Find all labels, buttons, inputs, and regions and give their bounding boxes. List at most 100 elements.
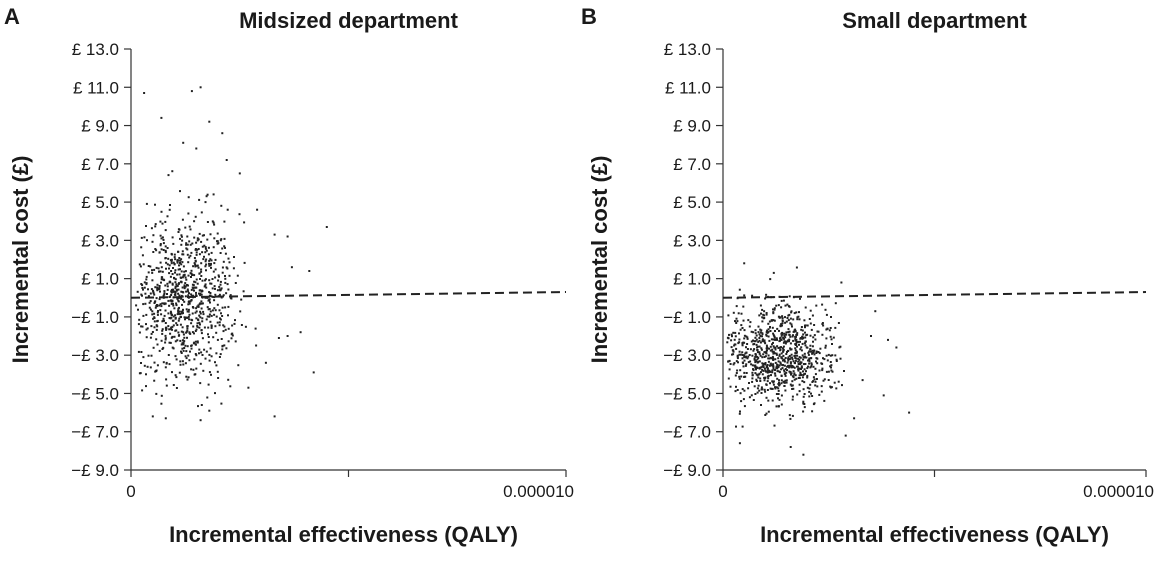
data-point bbox=[162, 317, 165, 320]
data-point bbox=[147, 354, 150, 357]
data-point bbox=[760, 348, 763, 351]
data-point bbox=[800, 349, 803, 352]
data-point bbox=[201, 337, 204, 340]
data-point bbox=[809, 334, 812, 337]
data-point bbox=[784, 316, 786, 319]
data-point bbox=[173, 277, 176, 280]
data-point bbox=[161, 328, 164, 331]
data-point bbox=[812, 376, 815, 379]
data-point bbox=[185, 278, 188, 281]
data-point bbox=[791, 358, 794, 361]
data-point bbox=[787, 328, 790, 331]
data-point bbox=[188, 302, 191, 305]
data-point bbox=[145, 323, 147, 326]
data-point bbox=[757, 325, 760, 328]
data-point bbox=[792, 387, 795, 390]
data-point bbox=[750, 330, 753, 333]
data-point bbox=[183, 336, 186, 339]
data-point bbox=[190, 299, 193, 302]
data-point bbox=[790, 372, 793, 375]
data-point bbox=[192, 368, 195, 371]
data-point bbox=[761, 356, 764, 359]
data-point bbox=[743, 294, 746, 297]
data-point bbox=[193, 274, 196, 277]
data-point bbox=[738, 338, 741, 341]
data-point bbox=[195, 317, 198, 320]
data-point bbox=[182, 333, 185, 336]
data-point bbox=[224, 246, 226, 249]
data-point bbox=[218, 309, 221, 312]
y-axis-title: Incremental cost (£) bbox=[587, 156, 612, 364]
data-point bbox=[185, 357, 188, 360]
data-point bbox=[180, 294, 183, 297]
data-point bbox=[761, 362, 764, 365]
data-point bbox=[754, 340, 757, 343]
data-point bbox=[799, 348, 802, 351]
data-point bbox=[802, 388, 805, 391]
data-point bbox=[785, 379, 788, 382]
data-point bbox=[861, 379, 864, 382]
data-point bbox=[188, 256, 191, 259]
data-point bbox=[164, 251, 167, 254]
data-point bbox=[787, 319, 790, 322]
data-point bbox=[147, 265, 150, 267]
data-point bbox=[277, 337, 280, 339]
data-point bbox=[164, 229, 167, 232]
data-point bbox=[829, 327, 832, 329]
data-point bbox=[198, 321, 201, 324]
data-point bbox=[756, 358, 759, 361]
data-point bbox=[180, 263, 183, 266]
data-point bbox=[746, 348, 749, 350]
data-point bbox=[784, 342, 787, 345]
data-point bbox=[191, 331, 194, 334]
data-point bbox=[154, 306, 157, 309]
data-point bbox=[779, 324, 782, 327]
data-point bbox=[175, 358, 178, 361]
data-point bbox=[843, 370, 845, 372]
data-point bbox=[163, 292, 166, 295]
data-point bbox=[799, 361, 802, 364]
data-point bbox=[231, 324, 234, 327]
data-point bbox=[840, 281, 843, 284]
data-point bbox=[165, 361, 168, 364]
data-point bbox=[181, 360, 184, 363]
data-point bbox=[193, 289, 195, 292]
data-point bbox=[173, 307, 176, 310]
data-point bbox=[800, 368, 802, 370]
data-point bbox=[778, 354, 781, 357]
data-point bbox=[730, 333, 733, 336]
data-point bbox=[808, 357, 811, 360]
data-point bbox=[205, 269, 207, 272]
data-point bbox=[209, 258, 212, 261]
data-point bbox=[736, 355, 739, 358]
data-point bbox=[167, 257, 170, 260]
data-point bbox=[747, 387, 750, 390]
data-point bbox=[177, 268, 180, 271]
data-point bbox=[759, 328, 762, 331]
data-point bbox=[162, 238, 165, 241]
data-point bbox=[170, 302, 173, 305]
data-point bbox=[789, 362, 792, 365]
data-point bbox=[155, 338, 158, 341]
data-point bbox=[195, 278, 198, 281]
data-point bbox=[171, 299, 174, 302]
data-point bbox=[803, 342, 806, 345]
data-point bbox=[204, 357, 207, 360]
data-point bbox=[794, 352, 797, 355]
data-point bbox=[151, 331, 154, 333]
data-point bbox=[771, 364, 774, 367]
data-point bbox=[156, 311, 159, 314]
data-point bbox=[203, 326, 206, 329]
data-point bbox=[757, 331, 760, 334]
data-point bbox=[140, 283, 143, 285]
data-point bbox=[755, 378, 758, 381]
data-point bbox=[804, 324, 806, 327]
data-point bbox=[765, 412, 768, 415]
data-point bbox=[145, 275, 148, 278]
data-point bbox=[826, 359, 829, 362]
data-point bbox=[763, 351, 766, 354]
data-point bbox=[208, 313, 211, 316]
data-point bbox=[207, 326, 210, 329]
data-point bbox=[783, 335, 786, 337]
data-point bbox=[782, 350, 785, 353]
